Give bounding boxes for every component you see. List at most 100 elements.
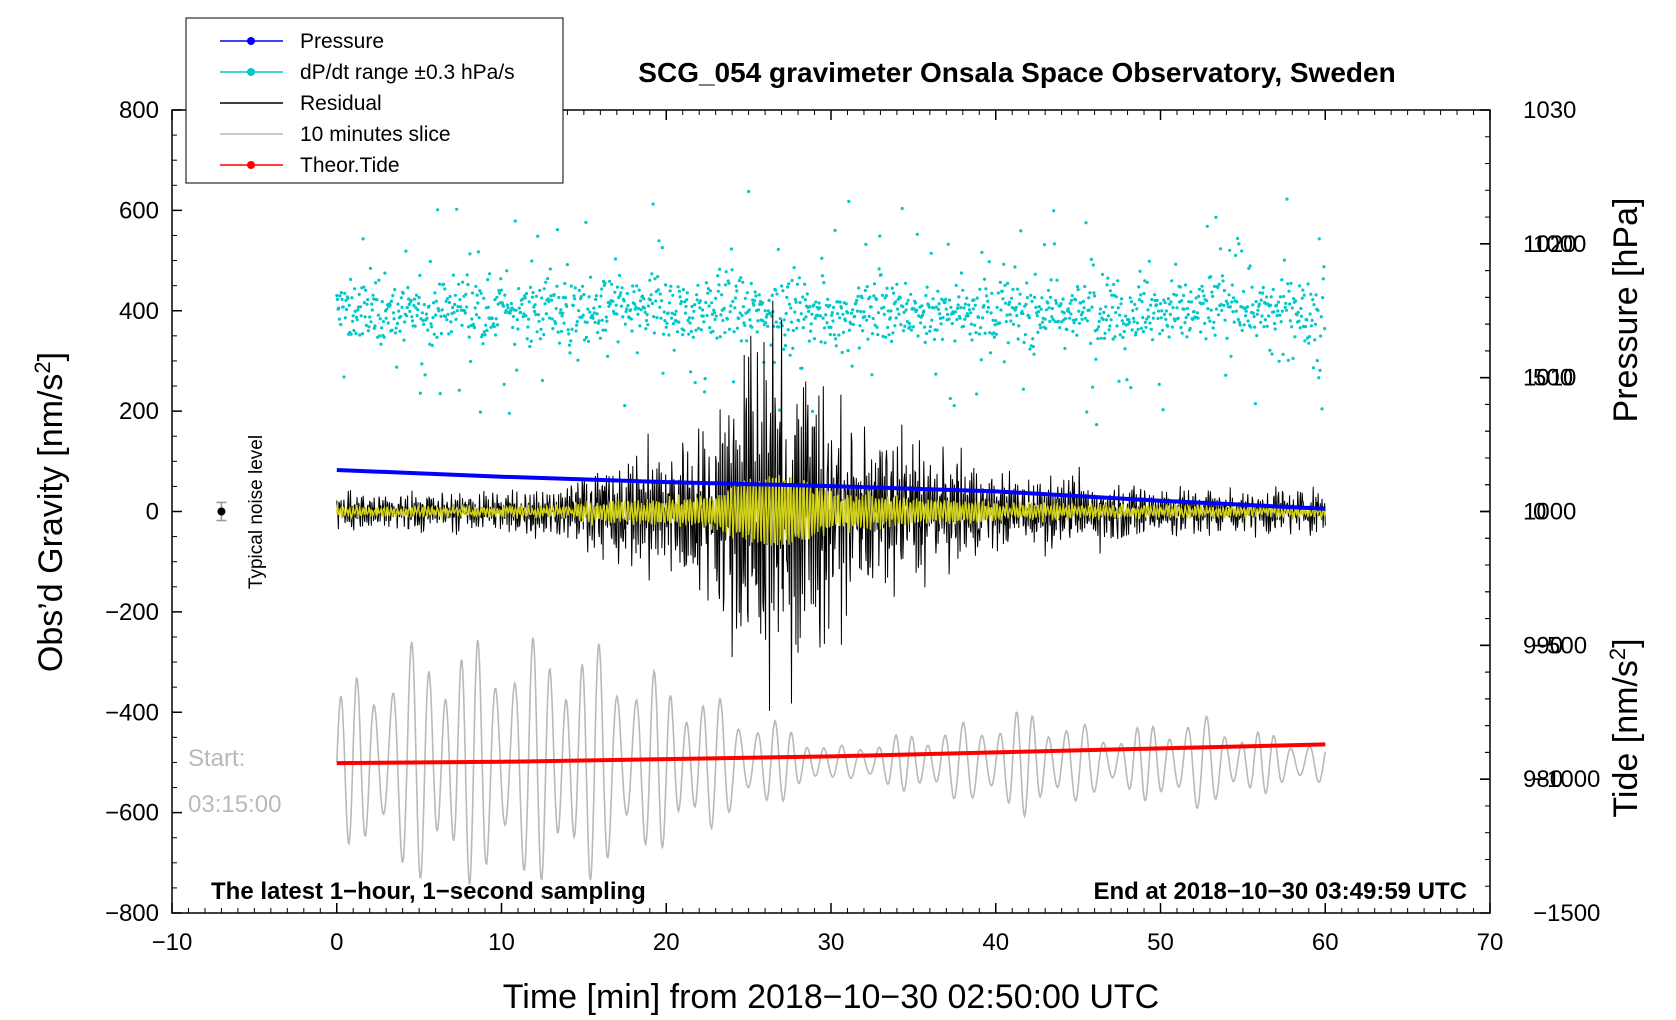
dpdt-point xyxy=(830,313,834,317)
dpdt-point xyxy=(596,330,600,335)
dpdt-point xyxy=(872,282,877,286)
dpdt-point xyxy=(646,304,651,308)
x-tick-label: 50 xyxy=(1147,929,1174,956)
legend-label: Pressure xyxy=(300,30,384,53)
dpdt-point xyxy=(860,296,864,300)
dpdt-point xyxy=(485,328,489,332)
dpdt-point xyxy=(1247,266,1251,270)
dpdt-point xyxy=(1183,321,1187,325)
dpdt-point xyxy=(572,294,576,298)
dpdt-point xyxy=(1200,284,1204,288)
dpdt-point xyxy=(798,300,802,305)
dpdt-point xyxy=(648,278,652,282)
dpdt-point xyxy=(671,293,675,297)
dpdt-point xyxy=(1226,302,1230,306)
dpdt-point xyxy=(858,324,862,328)
dpdt-point xyxy=(548,316,552,320)
dpdt-point xyxy=(677,289,682,293)
dpdt-point xyxy=(565,304,569,308)
dpdt-point xyxy=(1025,281,1029,285)
dpdt-point xyxy=(416,301,421,306)
dpdt-point xyxy=(778,317,782,321)
dpdt-point xyxy=(434,299,438,303)
dpdt-point xyxy=(765,312,769,317)
dpdt-point xyxy=(376,313,380,317)
dpdt-point xyxy=(629,308,633,312)
legend-label: 10 minutes slice xyxy=(300,123,451,146)
dpdt-point xyxy=(532,309,537,314)
dpdt-point xyxy=(984,287,988,291)
dpdt-point xyxy=(717,283,721,287)
y-tick-label: −600 xyxy=(105,800,159,827)
dpdt-point xyxy=(661,371,665,375)
dpdt-point xyxy=(586,307,590,311)
dpdt-point xyxy=(1053,320,1057,324)
dpdt-point xyxy=(1288,302,1292,306)
dpdt-point xyxy=(1158,302,1163,306)
dpdt-point xyxy=(352,287,357,291)
dpdt-point xyxy=(1201,301,1205,305)
dpdt-point xyxy=(1145,280,1149,284)
dpdt-point xyxy=(714,296,718,300)
dpdt-point xyxy=(1234,253,1238,257)
dpdt-point xyxy=(1189,300,1194,304)
dpdt-point xyxy=(1110,305,1114,309)
dpdt-point xyxy=(437,309,441,313)
dpdt-point xyxy=(753,299,757,303)
dpdt-point xyxy=(423,373,427,377)
dpdt-point xyxy=(430,343,434,347)
dpdt-point xyxy=(639,308,643,312)
dpdt-point xyxy=(393,288,397,292)
dpdt-point xyxy=(1003,283,1007,287)
dpdt-point xyxy=(683,311,688,315)
dpdt-point xyxy=(1171,306,1175,310)
dpdt-point xyxy=(1156,309,1161,313)
dpdt-point xyxy=(550,298,554,302)
dpdt-point xyxy=(965,296,969,300)
dpdt-point xyxy=(787,282,791,286)
dpdt-point xyxy=(659,316,663,320)
dpdt-point xyxy=(412,297,417,301)
dpdt-point xyxy=(728,310,732,314)
dpdt-point xyxy=(1166,324,1170,328)
pressure-tick-label: 1030 xyxy=(1523,97,1576,124)
dpdt-point xyxy=(650,301,655,306)
dpdt-point xyxy=(530,259,534,263)
dpdt-point xyxy=(362,285,366,289)
dpdt-point xyxy=(386,321,390,325)
tide-tick-label: −500 xyxy=(1533,632,1587,659)
dpdt-point xyxy=(1004,301,1008,305)
dpdt-point xyxy=(381,320,386,324)
dpdt-point xyxy=(555,228,560,232)
dpdt-point xyxy=(528,344,532,349)
dpdt-point xyxy=(502,382,506,386)
dpdt-point xyxy=(1260,314,1264,318)
y-axis-label-tide: Tide [nm/s2] xyxy=(1605,638,1645,817)
dpdt-point xyxy=(473,306,477,310)
dpdt-point xyxy=(458,298,462,302)
dpdt-point xyxy=(446,312,450,316)
dpdt-point xyxy=(794,300,798,304)
dpdt-point xyxy=(395,365,399,369)
dpdt-point xyxy=(691,335,695,339)
dpdt-point xyxy=(484,323,488,327)
pressure-tick-label: 990 xyxy=(1523,632,1563,659)
dpdt-point xyxy=(938,312,942,316)
dpdt-point xyxy=(1143,320,1147,324)
dpdt-point xyxy=(819,340,823,344)
dpdt-point xyxy=(995,305,999,309)
dpdt-point xyxy=(1196,316,1200,320)
dpdt-point xyxy=(448,294,452,299)
dpdt-point xyxy=(480,333,484,337)
dpdt-point xyxy=(1120,297,1124,301)
dpdt-point xyxy=(802,317,806,321)
dpdt-point xyxy=(928,325,933,329)
dpdt-point xyxy=(1228,305,1232,309)
dpdt-point xyxy=(1235,300,1239,304)
dpdt-point xyxy=(362,301,366,305)
dpdt-point xyxy=(878,234,882,238)
dpdt-point xyxy=(1139,293,1143,297)
dpdt-point xyxy=(1008,300,1012,304)
dpdt-point xyxy=(1069,312,1073,316)
y-axis-label-pressure: Pressure [hPa] xyxy=(1607,198,1645,423)
